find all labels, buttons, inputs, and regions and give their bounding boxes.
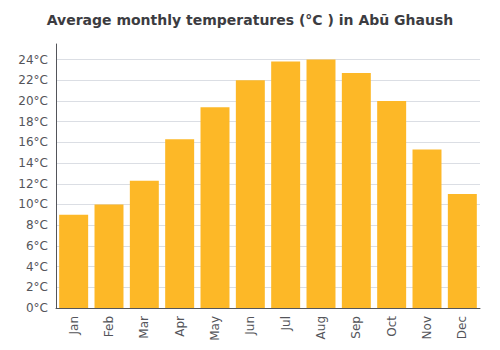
svg-text:Mar: Mar: [137, 316, 151, 339]
svg-text:12°C: 12°C: [18, 177, 48, 191]
svg-text:24°C: 24°C: [18, 53, 48, 67]
svg-text:Feb: Feb: [102, 316, 116, 337]
svg-text:Jul: Jul: [279, 316, 293, 331]
svg-text:6°C: 6°C: [26, 239, 48, 253]
svg-text:10°C: 10°C: [18, 197, 48, 211]
svg-text:14°C: 14°C: [18, 156, 48, 170]
svg-text:Jan: Jan: [67, 316, 81, 336]
svg-text:0°C: 0°C: [26, 301, 48, 315]
svg-text:2°C: 2°C: [26, 280, 48, 294]
svg-text:22°C: 22°C: [18, 73, 48, 87]
svg-text:18°C: 18°C: [18, 115, 48, 129]
svg-text:Average monthly temperatures (: Average monthly temperatures (°C ) in Ab…: [47, 12, 454, 28]
svg-text:Dec: Dec: [455, 316, 469, 339]
svg-text:Oct: Oct: [385, 316, 399, 337]
svg-text:16°C: 16°C: [18, 135, 48, 149]
svg-text:4°C: 4°C: [26, 260, 48, 274]
svg-text:Aug: Aug: [314, 316, 328, 339]
svg-text:Jun: Jun: [243, 316, 257, 336]
svg-text:Sep: Sep: [349, 316, 363, 339]
svg-text:May: May: [208, 316, 222, 341]
svg-text:Nov: Nov: [420, 316, 434, 339]
svg-text:20°C: 20°C: [18, 94, 48, 108]
svg-text:Apr: Apr: [173, 316, 187, 337]
svg-text:8°C: 8°C: [26, 218, 48, 232]
